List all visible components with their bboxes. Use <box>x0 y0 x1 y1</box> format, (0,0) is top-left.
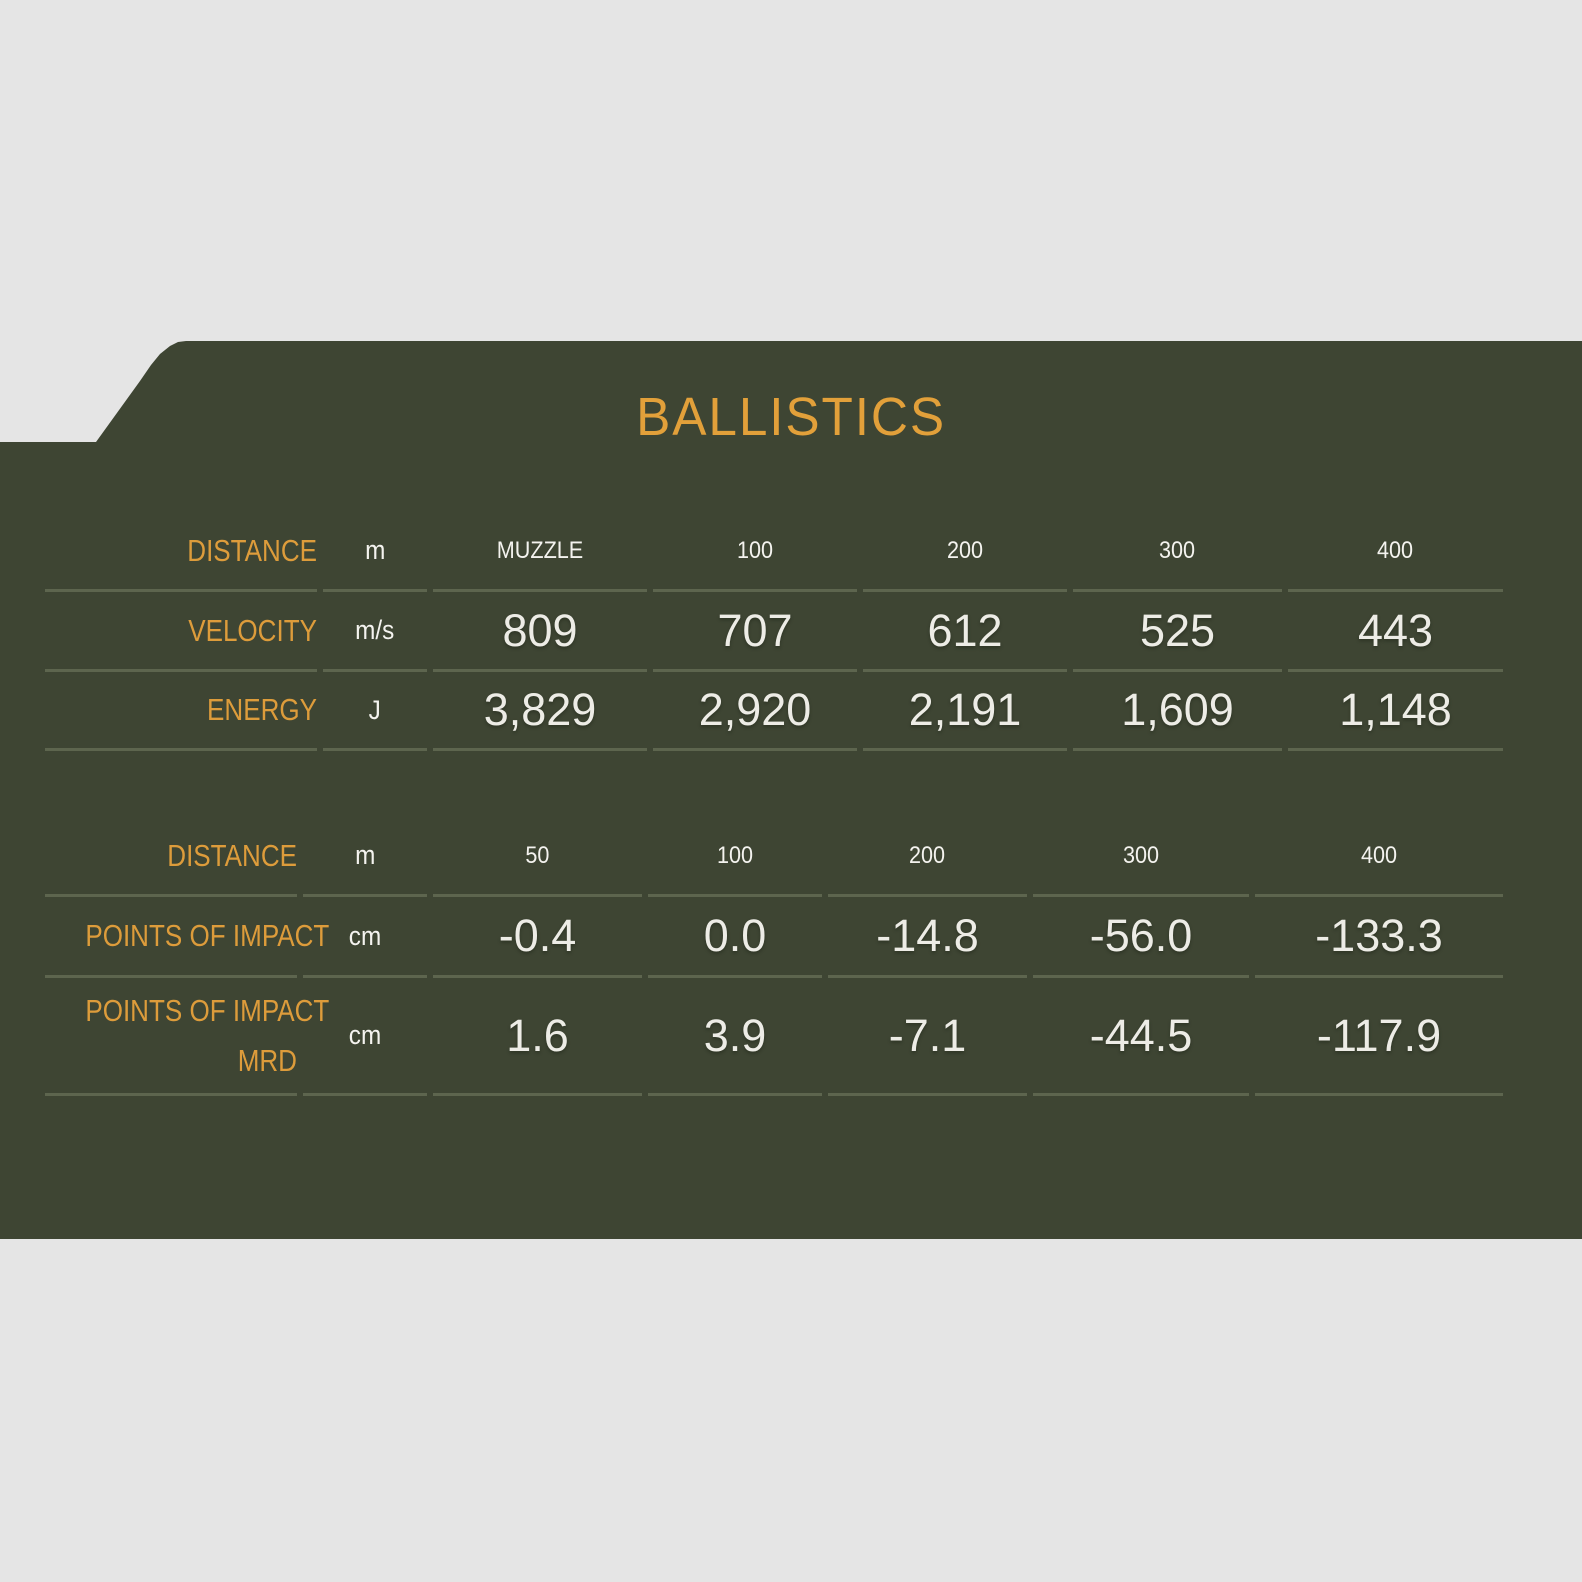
col-header: MUZZLE <box>433 512 647 592</box>
points-of-impact-table: DISTANCE m 50 100 200 300 400 POINTS OF … <box>39 817 1509 1096</box>
table-header-row: DISTANCE m 50 100 200 300 400 <box>45 817 1503 897</box>
value-cell: 1,609 <box>1073 672 1282 751</box>
row-label: POINTS OF IMPACT <box>45 897 329 978</box>
value-cell: -117.9 <box>1255 978 1503 1096</box>
value-cell: -133.3 <box>1255 897 1503 978</box>
row-label: VELOCITY <box>45 592 317 672</box>
unit-cell: m <box>323 512 427 592</box>
velocity-energy-table: DISTANCE m MUZZLE 100 200 300 400 VELOCI… <box>39 512 1509 751</box>
value-cell: 3.9 <box>648 978 822 1096</box>
value-cell: 809 <box>433 592 647 672</box>
col-header: 400 <box>1255 817 1503 897</box>
page-title-text: BALLISTICS <box>636 387 946 447</box>
unit-cell: cm <box>303 978 427 1096</box>
value-cell: 1.6 <box>433 978 642 1096</box>
unit-cell: m <box>303 817 427 897</box>
ballistics-panel <box>0 341 1582 1239</box>
unit-cell: J <box>323 672 427 751</box>
col-header: 50 <box>433 817 642 897</box>
value-cell: 2,920 <box>653 672 857 751</box>
row-label: DISTANCE <box>45 512 317 592</box>
col-header: 400 <box>1288 512 1503 592</box>
row-label: DISTANCE <box>45 817 297 897</box>
col-header: 300 <box>1033 817 1249 897</box>
velocity-row: VELOCITY m/s 809 707 612 525 443 <box>45 592 1503 672</box>
col-header: 300 <box>1073 512 1282 592</box>
points-of-impact-mrd-row: POINTS OF IMPACT MRD cm 1.6 3.9 -7.1 -44… <box>45 978 1503 1096</box>
value-cell: -14.8 <box>828 897 1027 978</box>
value-cell: 1,148 <box>1288 672 1503 751</box>
value-cell: 707 <box>653 592 857 672</box>
table-header-row: DISTANCE m MUZZLE 100 200 300 400 <box>45 512 1503 592</box>
col-header: 200 <box>863 512 1067 592</box>
value-cell: -0.4 <box>433 897 642 978</box>
value-cell: 525 <box>1073 592 1282 672</box>
row-label: POINTS OF IMPACT MRD <box>45 978 329 1096</box>
col-header: 100 <box>653 512 857 592</box>
value-cell: -56.0 <box>1033 897 1249 978</box>
unit-cell: cm <box>303 897 427 978</box>
value-cell: -7.1 <box>828 978 1027 1096</box>
value-cell: 3,829 <box>433 672 647 751</box>
energy-row: ENERGY J 3,829 2,920 2,191 1,609 1,148 <box>45 672 1503 751</box>
page-title: BALLISTICS <box>0 386 1582 448</box>
col-header: 200 <box>828 817 1027 897</box>
row-label: ENERGY <box>45 672 317 751</box>
value-cell: 443 <box>1288 592 1503 672</box>
col-header: 100 <box>648 817 822 897</box>
value-cell: 612 <box>863 592 1067 672</box>
value-cell: 0.0 <box>648 897 822 978</box>
value-cell: 2,191 <box>863 672 1067 751</box>
points-of-impact-row: POINTS OF IMPACT cm -0.4 0.0 -14.8 -56.0… <box>45 897 1503 978</box>
value-cell: -44.5 <box>1033 978 1249 1096</box>
unit-cell: m/s <box>323 592 427 672</box>
